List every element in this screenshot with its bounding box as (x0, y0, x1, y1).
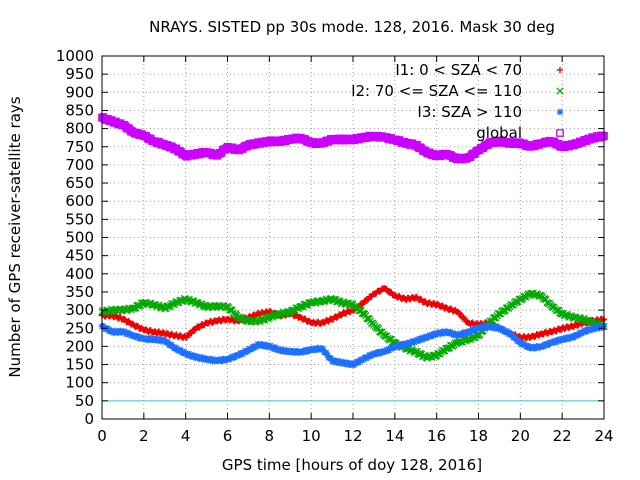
data-point-sample (456, 310, 464, 317)
marker-stroke (557, 310, 565, 318)
data-point-sample (419, 352, 427, 361)
marker-stroke (160, 336, 167, 343)
data-point-sample (494, 309, 502, 318)
data-point-sample (138, 324, 145, 332)
marker-stroke (494, 309, 502, 318)
marker-stroke (181, 349, 188, 355)
series-2 (98, 289, 608, 362)
marker-stroke (323, 349, 330, 356)
marker-stroke (222, 303, 230, 311)
data-point-sample (127, 321, 135, 328)
marker-stroke (555, 306, 563, 315)
series-4 (98, 113, 608, 164)
data-layer (98, 113, 608, 369)
data-point-sample (337, 311, 344, 318)
data-point-sample (359, 301, 366, 308)
data-point-sample (410, 294, 417, 302)
marker-stroke (352, 302, 361, 311)
data-point-sample (420, 298, 428, 306)
marker-stroke (350, 303, 358, 311)
data-point-sample (557, 310, 565, 318)
marker-stroke (274, 309, 283, 318)
chart-title: NRAYS. SISTED pp 30s mode. 128, 2016. Ma… (149, 18, 555, 36)
marker-stroke (226, 306, 234, 314)
data-point-sample (455, 309, 462, 316)
marker-stroke (516, 338, 523, 344)
marker-stroke (495, 324, 502, 330)
series-3 (98, 322, 608, 369)
marker-stroke (374, 325, 383, 333)
marker-stroke (586, 318, 594, 327)
marker-stroke (512, 334, 519, 341)
marker-stroke (319, 346, 326, 352)
marker-stroke (328, 355, 334, 362)
marker-stroke (542, 295, 550, 304)
marker-stroke (158, 303, 167, 311)
marker-stroke (108, 327, 115, 334)
marker-stroke (365, 315, 373, 323)
marker-stroke (358, 309, 366, 318)
marker-stroke (367, 319, 376, 327)
marker-stroke (419, 352, 427, 361)
marker-stroke (324, 352, 331, 359)
data-point-sample (319, 345, 326, 353)
data-point-sample (441, 305, 449, 312)
marker-stroke (228, 306, 236, 314)
data-point-sample (599, 324, 607, 331)
data-point-sample (191, 326, 199, 334)
data-point-sample (411, 339, 418, 346)
marker-stroke (262, 314, 270, 322)
series-1 (98, 285, 608, 342)
marker-stroke (378, 328, 386, 336)
data-point-sample (305, 317, 313, 324)
marker-stroke (357, 307, 365, 315)
